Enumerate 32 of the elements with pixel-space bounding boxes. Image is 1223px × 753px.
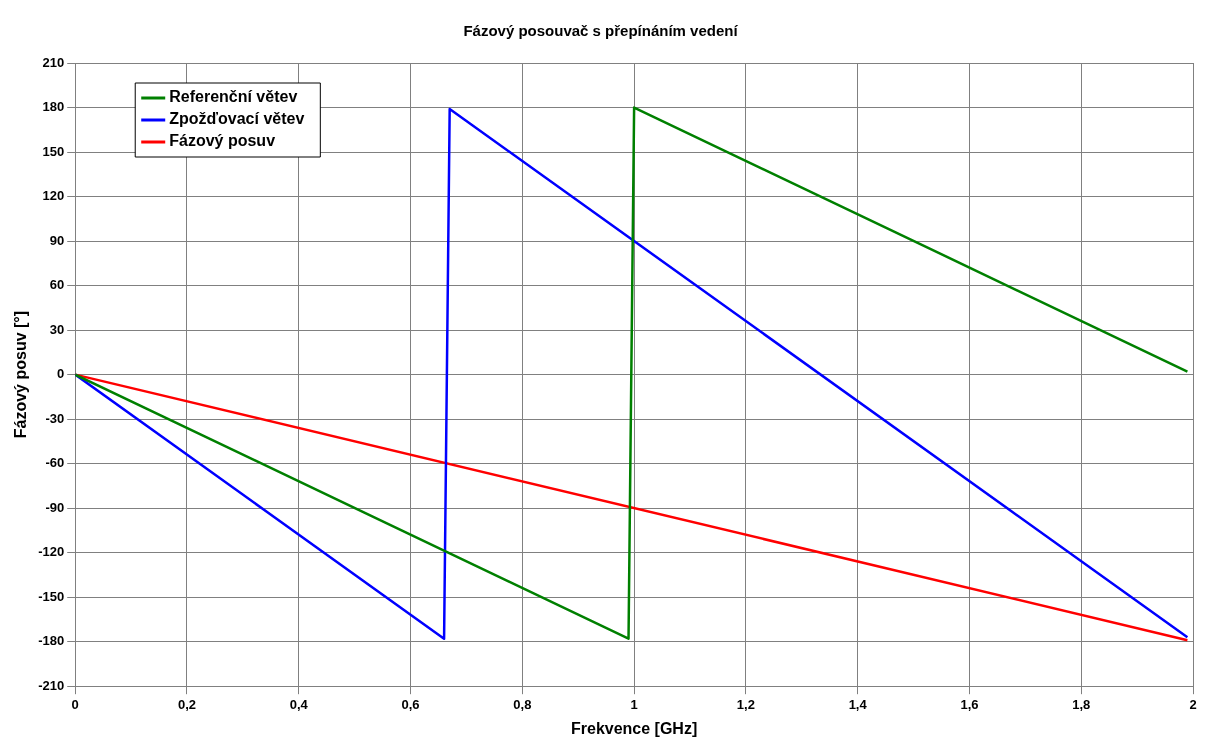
x-tick-label: 0	[71, 696, 79, 712]
chart-title: Fázový posouvač s přepínáním vedení	[463, 22, 739, 40]
y-tick-label: 210	[42, 54, 65, 70]
y-tick-label: 90	[49, 232, 65, 248]
y-tick-label: -30	[45, 410, 65, 426]
y-tick-label: 0	[56, 366, 65, 382]
x-tick-label: 1	[630, 696, 638, 712]
x-tick-label: 0,4	[289, 696, 309, 712]
legend-label: Zpožďovací větev	[169, 110, 305, 128]
y-tick-label: 60	[49, 277, 65, 293]
y-tick-label: -60	[45, 455, 65, 471]
x-tick-label: 1,2	[736, 696, 755, 712]
y-tick-label: -120	[38, 544, 65, 560]
x-tick-label: 1,4	[848, 696, 868, 712]
x-axis-title: Frekvence [GHz]	[570, 719, 698, 737]
legend-label: Referenční větev	[169, 88, 298, 106]
x-tick-label: 1,6	[960, 696, 979, 712]
y-tick-label: 30	[49, 321, 65, 337]
x-tick-label: 0,8	[513, 696, 532, 712]
y-tick-label: -210	[38, 677, 65, 693]
x-tick-label: 0,2	[177, 696, 197, 712]
y-tick-label: 180	[42, 99, 65, 115]
y-tick-label: -180	[38, 633, 65, 649]
y-tick-label: 120	[42, 188, 65, 204]
y-tick-label: -150	[38, 588, 65, 604]
y-tick-label: 150	[42, 143, 65, 159]
y-tick-label: -90	[45, 499, 65, 515]
x-tick-label: 1,8	[1072, 696, 1091, 712]
x-tick-label: 2	[1189, 696, 1197, 712]
x-tick-label: 0,6	[401, 696, 420, 712]
y-axis-title: Fázový posuv [°]	[12, 310, 30, 439]
legend-label: Fázový posuv	[169, 132, 276, 150]
